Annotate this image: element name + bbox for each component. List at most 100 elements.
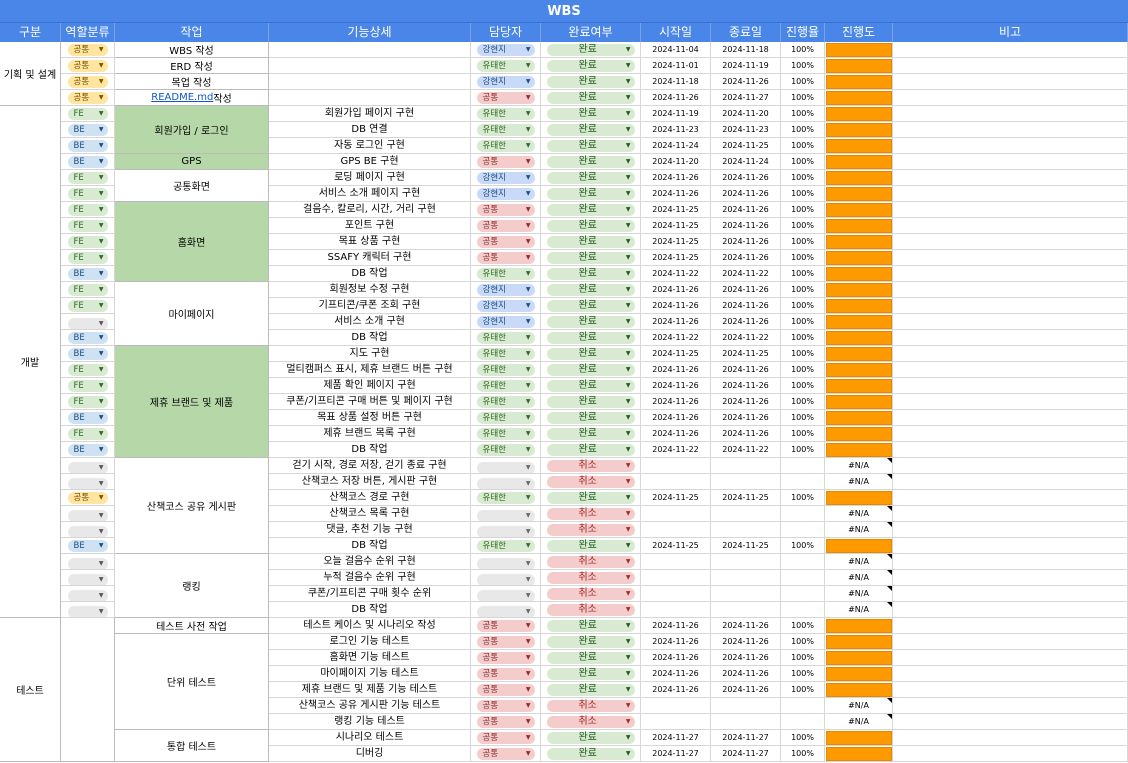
owner-dropdown[interactable]: ▼ — [476, 478, 535, 489]
task-cell[interactable]: 마이페이지 — [115, 282, 269, 346]
owner-dropdown[interactable]: 유태한 ▼ — [476, 396, 535, 408]
start-date-cell[interactable] — [641, 554, 711, 570]
note-cell[interactable] — [893, 378, 1128, 394]
note-cell[interactable] — [893, 746, 1128, 762]
detail-cell[interactable]: 산책코스 경로 구현 — [269, 490, 471, 506]
owner-cell[interactable]: 유태한 ▼ — [471, 426, 541, 442]
detail-cell[interactable]: DB 작업 — [269, 442, 471, 458]
start-date-cell[interactable]: 2024-11-25 — [641, 218, 711, 234]
owner-cell[interactable]: ▼ — [471, 506, 541, 522]
owner-cell[interactable]: 공통 ▼ — [471, 746, 541, 762]
detail-cell[interactable]: DB 작업 — [269, 330, 471, 346]
note-cell[interactable] — [893, 618, 1128, 634]
owner-cell[interactable]: 유태한 ▼ — [471, 266, 541, 282]
end-date-cell[interactable]: 2024-11-26 — [711, 234, 781, 250]
role-cell[interactable]: FE ▼ — [61, 234, 115, 250]
end-date-cell[interactable]: 2024-11-26 — [711, 682, 781, 698]
note-cell[interactable] — [893, 314, 1128, 330]
detail-cell[interactable]: 마이페이지 기능 테스트 — [269, 666, 471, 682]
percent-cell[interactable]: 100% — [781, 378, 825, 394]
readme-link[interactable]: README.md — [151, 92, 214, 103]
role-dropdown[interactable]: BE ▼ — [67, 332, 108, 344]
note-cell[interactable] — [893, 602, 1128, 618]
start-date-cell[interactable]: 2024-11-20 — [641, 154, 711, 170]
role-cell[interactable]: ▼ — [61, 570, 115, 586]
note-cell[interactable] — [893, 474, 1128, 490]
role-cell[interactable]: ▼ — [61, 474, 115, 490]
done-cell[interactable]: 완료 ▼ — [541, 58, 641, 74]
detail-cell[interactable]: 산책코스 목록 구현 — [269, 506, 471, 522]
status-dropdown[interactable]: 완료 ▼ — [546, 140, 635, 152]
pct-header[interactable]: 진행율 — [781, 23, 825, 42]
status-dropdown[interactable]: 완료 ▼ — [546, 348, 635, 360]
start-date-cell[interactable]: 2024-11-22 — [641, 330, 711, 346]
owner-dropdown[interactable]: 유태한 ▼ — [476, 428, 535, 440]
note-cell[interactable] — [893, 538, 1128, 554]
owner-dropdown[interactable]: 유태한 ▼ — [476, 380, 535, 392]
role-dropdown[interactable]: FE ▼ — [67, 252, 108, 264]
owner-cell[interactable]: ▼ — [471, 602, 541, 618]
status-dropdown[interactable]: 완료 ▼ — [546, 668, 635, 680]
status-dropdown[interactable]: 완료 ▼ — [546, 652, 635, 664]
status-dropdown[interactable]: 완료 ▼ — [546, 300, 635, 312]
done-cell[interactable]: 완료 ▼ — [541, 410, 641, 426]
end-date-cell[interactable] — [711, 554, 781, 570]
end-date-cell[interactable]: 2024-11-26 — [711, 170, 781, 186]
detail-cell[interactable]: 산책코스 저장 버튼, 게시판 구현 — [269, 474, 471, 490]
owner-cell[interactable]: 공통 ▼ — [471, 666, 541, 682]
start-date-cell[interactable]: 2024-11-26 — [641, 682, 711, 698]
detail-cell[interactable]: 제품 확인 페이지 구현 — [269, 378, 471, 394]
note-cell[interactable] — [893, 218, 1128, 234]
status-dropdown[interactable]: 완료 ▼ — [546, 380, 635, 392]
note-cell[interactable] — [893, 410, 1128, 426]
percent-cell[interactable]: 100% — [781, 394, 825, 410]
owner-cell[interactable]: 강현지 ▼ — [471, 42, 541, 58]
done-cell[interactable]: 완료 ▼ — [541, 650, 641, 666]
done-cell[interactable]: 취소 ▼ — [541, 522, 641, 538]
end-date-cell[interactable]: 2024-11-27 — [711, 730, 781, 746]
start-date-cell[interactable]: 2024-11-26 — [641, 666, 711, 682]
detail-cell[interactable]: 자동 로그인 구현 — [269, 138, 471, 154]
owner-cell[interactable]: 유태한 ▼ — [471, 538, 541, 554]
note-cell[interactable] — [893, 554, 1128, 570]
owner-dropdown[interactable]: ▼ — [476, 510, 535, 521]
owner-dropdown[interactable]: 공통 ▼ — [476, 652, 535, 664]
status-dropdown[interactable]: 완료 ▼ — [546, 444, 635, 456]
role-dropdown[interactable]: BE ▼ — [67, 412, 108, 424]
done-cell[interactable]: 취소 ▼ — [541, 458, 641, 474]
detail-cell[interactable]: 쿠폰/기프티콘 구매 버튼 및 페이지 구현 — [269, 394, 471, 410]
note-cell[interactable] — [893, 122, 1128, 138]
start-date-cell[interactable]: 2024-11-26 — [641, 426, 711, 442]
done-cell[interactable]: 완료 ▼ — [541, 666, 641, 682]
percent-cell[interactable] — [781, 554, 825, 570]
detail-cell[interactable]: 서비스 소개 페이지 구현 — [269, 186, 471, 202]
note-cell[interactable] — [893, 490, 1128, 506]
percent-cell[interactable] — [781, 698, 825, 714]
done-cell[interactable]: 취소 ▼ — [541, 474, 641, 490]
role-dropdown[interactable]: ▼ — [67, 590, 108, 601]
owner-dropdown[interactable]: 유태한 ▼ — [476, 348, 535, 360]
status-dropdown[interactable]: 완료 ▼ — [546, 60, 635, 72]
owner-cell[interactable]: 강현지 ▼ — [471, 170, 541, 186]
owner-dropdown[interactable]: ▼ — [476, 558, 535, 569]
end-date-cell[interactable] — [711, 474, 781, 490]
role-dropdown[interactable]: ▼ — [67, 462, 108, 473]
owner-dropdown[interactable]: 강현지 ▼ — [476, 284, 535, 296]
note-cell[interactable] — [893, 346, 1128, 362]
start-date-cell[interactable]: 2024-11-27 — [641, 730, 711, 746]
note-cell[interactable] — [893, 90, 1128, 106]
role-dropdown[interactable]: FE ▼ — [67, 428, 108, 440]
end-date-cell[interactable]: 2024-11-26 — [711, 298, 781, 314]
note-cell[interactable] — [893, 442, 1128, 458]
detail-cell[interactable]: DB 연결 — [269, 122, 471, 138]
progress-header[interactable]: 진행도 — [825, 23, 893, 42]
percent-cell[interactable]: 100% — [781, 122, 825, 138]
role-cell[interactable]: FE ▼ — [61, 218, 115, 234]
end-date-cell[interactable] — [711, 522, 781, 538]
role-cell[interactable]: ▼ — [61, 522, 115, 538]
detail-cell[interactable]: 시나리오 테스트 — [269, 730, 471, 746]
start-date-cell[interactable] — [641, 586, 711, 602]
done-cell[interactable]: 완료 ▼ — [541, 122, 641, 138]
status-dropdown[interactable]: 완료 ▼ — [546, 732, 635, 744]
percent-cell[interactable]: 100% — [781, 618, 825, 634]
